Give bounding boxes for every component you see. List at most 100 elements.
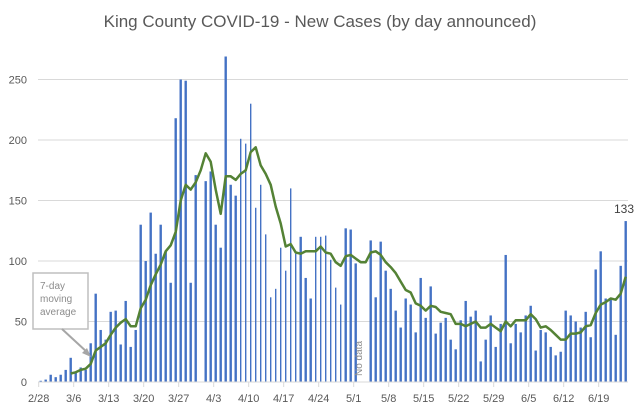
x-tick-label: 5/15 (413, 393, 434, 405)
bar-2-29 (44, 379, 47, 382)
bar-6-24 (624, 221, 627, 382)
bar-4-26 (330, 259, 332, 382)
bar-6-10 (554, 355, 557, 382)
bar-3-17 (129, 346, 132, 382)
bar-4-2 (209, 171, 212, 382)
bar-5-27 (484, 339, 487, 382)
bar-4-19 (295, 253, 297, 382)
bar-5-1 (354, 263, 357, 382)
x-axis-ticks: 2/28 3/6 3/13 3/20 3/27 4/3 4/10 4/17 4/24 5/1 5/8… (28, 382, 609, 405)
callout-line-3: average (40, 307, 77, 318)
bar-5-29 (494, 346, 497, 382)
bar-4-17 (285, 270, 287, 382)
bar-5-11 (404, 298, 407, 382)
bar-4-27 (335, 287, 337, 382)
bar-3-5 (69, 357, 72, 382)
bar-4-5 (224, 56, 227, 382)
bar-6-12 (564, 310, 567, 382)
bar-6-18 (594, 269, 597, 382)
bar-3-10 (94, 293, 97, 382)
bar-4-24 (320, 236, 322, 382)
bar-4-11 (255, 207, 257, 382)
bar-6-15 (579, 327, 582, 382)
bar-6-17 (589, 337, 592, 382)
y-tick-label: 100 (9, 256, 27, 268)
bar-5-14 (419, 277, 422, 382)
last-value-label: 133 (614, 202, 634, 216)
bar-5-20 (449, 339, 452, 382)
bar-5-30 (499, 323, 502, 382)
bar-6-3 (519, 332, 522, 382)
bar-4-6 (229, 184, 232, 382)
gridlines (38, 79, 628, 322)
bar-5-10 (399, 327, 402, 382)
y-tick-label: 0 (21, 377, 27, 389)
bar-4-25 (325, 235, 327, 382)
bar-5-23 (464, 300, 467, 382)
y-tick-label: 50 (15, 317, 27, 329)
callout-line-2: moving (40, 294, 72, 305)
y-tick-label: 200 (9, 135, 27, 147)
bar-4-3 (214, 224, 217, 382)
x-tick-label: 6/19 (588, 393, 609, 405)
bar-4-29 (344, 228, 347, 382)
x-tick-label: 4/10 (238, 393, 259, 405)
bar-5-8 (389, 288, 392, 382)
bar-4-1 (204, 181, 207, 382)
bar-3-24 (164, 251, 167, 382)
bar-2-28 (39, 380, 42, 382)
bar-3-12 (104, 339, 107, 382)
bar-3-27 (179, 79, 182, 382)
bar-3-7 (79, 367, 82, 382)
x-tick-label: 6/12 (553, 393, 574, 405)
bar-3-8 (84, 369, 87, 382)
bar-4-30 (349, 229, 352, 382)
bar-6-7 (539, 329, 542, 382)
bar-3-28 (184, 80, 187, 383)
bar-6-16 (584, 311, 587, 382)
bar-5-19 (444, 317, 447, 382)
bar-4-13 (265, 234, 267, 382)
bar-5-7 (384, 270, 387, 382)
bar-3-2 (54, 377, 57, 382)
bar-5-22 (459, 320, 462, 382)
bar-6-20 (604, 298, 607, 382)
x-tick-label: 6/5 (521, 393, 536, 405)
bar-5-4 (369, 240, 372, 382)
bar-4-12 (260, 184, 262, 382)
bar-5-31 (504, 254, 507, 382)
bar-6-13 (569, 315, 572, 382)
bar-3-20 (144, 261, 147, 382)
bar-4-18 (290, 188, 292, 382)
bar-5-24 (469, 316, 472, 382)
bar-5-25 (474, 310, 477, 382)
bar-5-13 (414, 332, 417, 382)
bar-3-18 (134, 329, 137, 382)
bar-series-new-cases (39, 56, 627, 383)
x-tick-label: 4/24 (308, 393, 329, 405)
bar-5-5 (374, 297, 377, 382)
bar-3-15 (119, 344, 122, 382)
bar-3-14 (114, 310, 117, 382)
x-tick-label: 5/29 (483, 393, 504, 405)
x-tick-label: 4/3 (206, 393, 221, 405)
bar-5-6 (379, 241, 382, 382)
bar-3-19 (139, 224, 142, 382)
bar-3-22 (154, 253, 157, 382)
bar-6-6 (534, 350, 537, 382)
bar-4-28 (340, 304, 342, 382)
bar-3-3 (59, 374, 62, 382)
bar-5-18 (439, 322, 442, 382)
bar-6-1 (509, 343, 512, 382)
bar-3-11 (99, 329, 102, 382)
bar-3-4 (64, 369, 67, 382)
bar-4-14 (270, 297, 272, 382)
x-tick-label: 3/20 (133, 393, 154, 405)
bar-3-25 (169, 282, 172, 382)
bar-5-17 (434, 333, 437, 382)
bar-6-23 (619, 265, 622, 382)
x-tick-label: 3/13 (98, 393, 119, 405)
x-tick-label: 3/6 (66, 393, 81, 405)
moving-average-callout: 7-day moving average (32, 272, 91, 357)
bar-4-20 (299, 236, 302, 382)
